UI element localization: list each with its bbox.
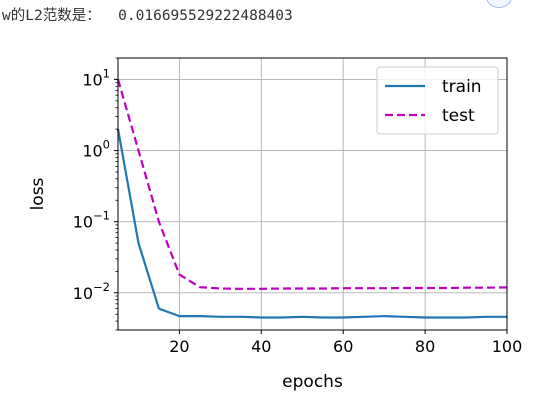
- y-tick-exponent: 1: [103, 66, 110, 80]
- y-tick-label: 10−2: [73, 280, 110, 303]
- series-lines: [116, 79, 508, 319]
- y-tick-label: 100: [82, 138, 110, 161]
- series-line-test: [116, 79, 508, 290]
- grid: [118, 58, 508, 330]
- y-tick-exponent: −1: [93, 209, 110, 223]
- x-axis-label: epochs: [282, 372, 343, 392]
- x-tick-label: 60: [333, 337, 353, 356]
- legend: train test: [376, 66, 499, 135]
- x-tick-label: 40: [251, 337, 271, 356]
- y-tick-base: 10: [73, 284, 93, 303]
- y-tick-exponent: 0: [103, 138, 110, 152]
- y-axis-label: loss: [28, 177, 48, 210]
- output-value: 0.016695529222488403: [118, 8, 293, 24]
- plot-frame: [117, 57, 508, 331]
- x-tick-label: 80: [415, 337, 435, 356]
- series-line-train: [116, 128, 507, 319]
- legend-label-train: train: [442, 77, 482, 97]
- y-tick-exponent: −2: [93, 280, 110, 294]
- y-tick-base: 10: [82, 70, 102, 89]
- legend-label-test: test: [442, 106, 475, 126]
- x-tick-label: 20: [169, 337, 189, 356]
- y-tick-base: 10: [73, 213, 93, 232]
- output-text: w的L2范数是： 0.016695529222488403: [2, 4, 293, 25]
- y-tick-label: 10−1: [73, 209, 110, 232]
- legend-box: [376, 66, 499, 135]
- y-tick-label: 101: [82, 66, 110, 89]
- output-label: w的L2范数是：: [2, 8, 101, 24]
- y-tick-base: 10: [82, 142, 102, 161]
- x-tick-label: 100: [492, 337, 523, 356]
